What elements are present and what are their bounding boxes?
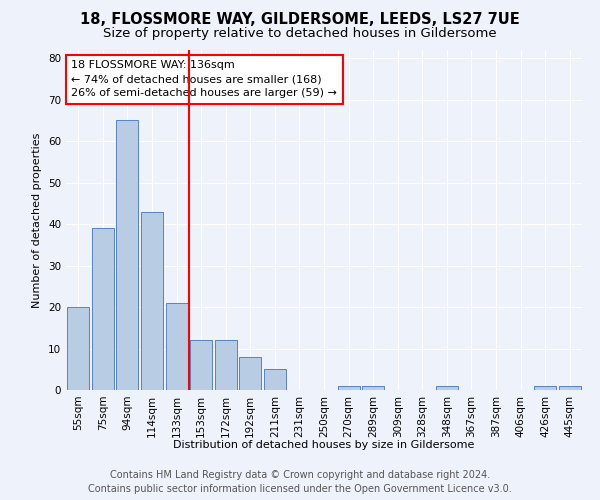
Bar	[92, 228, 114, 390]
Bar	[362, 386, 384, 390]
Bar	[141, 212, 163, 390]
Bar	[215, 340, 237, 390]
Y-axis label: Number of detached properties: Number of detached properties	[32, 132, 43, 308]
Bar	[559, 386, 581, 390]
Bar	[534, 386, 556, 390]
Text: Size of property relative to detached houses in Gildersome: Size of property relative to detached ho…	[103, 28, 497, 40]
Bar	[116, 120, 139, 390]
Bar	[190, 340, 212, 390]
Bar	[67, 307, 89, 390]
Bar	[264, 370, 286, 390]
Text: 18 FLOSSMORE WAY: 136sqm
← 74% of detached houses are smaller (168)
26% of semi-: 18 FLOSSMORE WAY: 136sqm ← 74% of detach…	[71, 60, 337, 98]
Bar	[239, 357, 262, 390]
Bar	[338, 386, 359, 390]
Bar	[436, 386, 458, 390]
X-axis label: Distribution of detached houses by size in Gildersome: Distribution of detached houses by size …	[173, 440, 475, 450]
Text: 18, FLOSSMORE WAY, GILDERSOME, LEEDS, LS27 7UE: 18, FLOSSMORE WAY, GILDERSOME, LEEDS, LS…	[80, 12, 520, 28]
Bar	[166, 303, 188, 390]
Text: Contains HM Land Registry data © Crown copyright and database right 2024.
Contai: Contains HM Land Registry data © Crown c…	[88, 470, 512, 494]
